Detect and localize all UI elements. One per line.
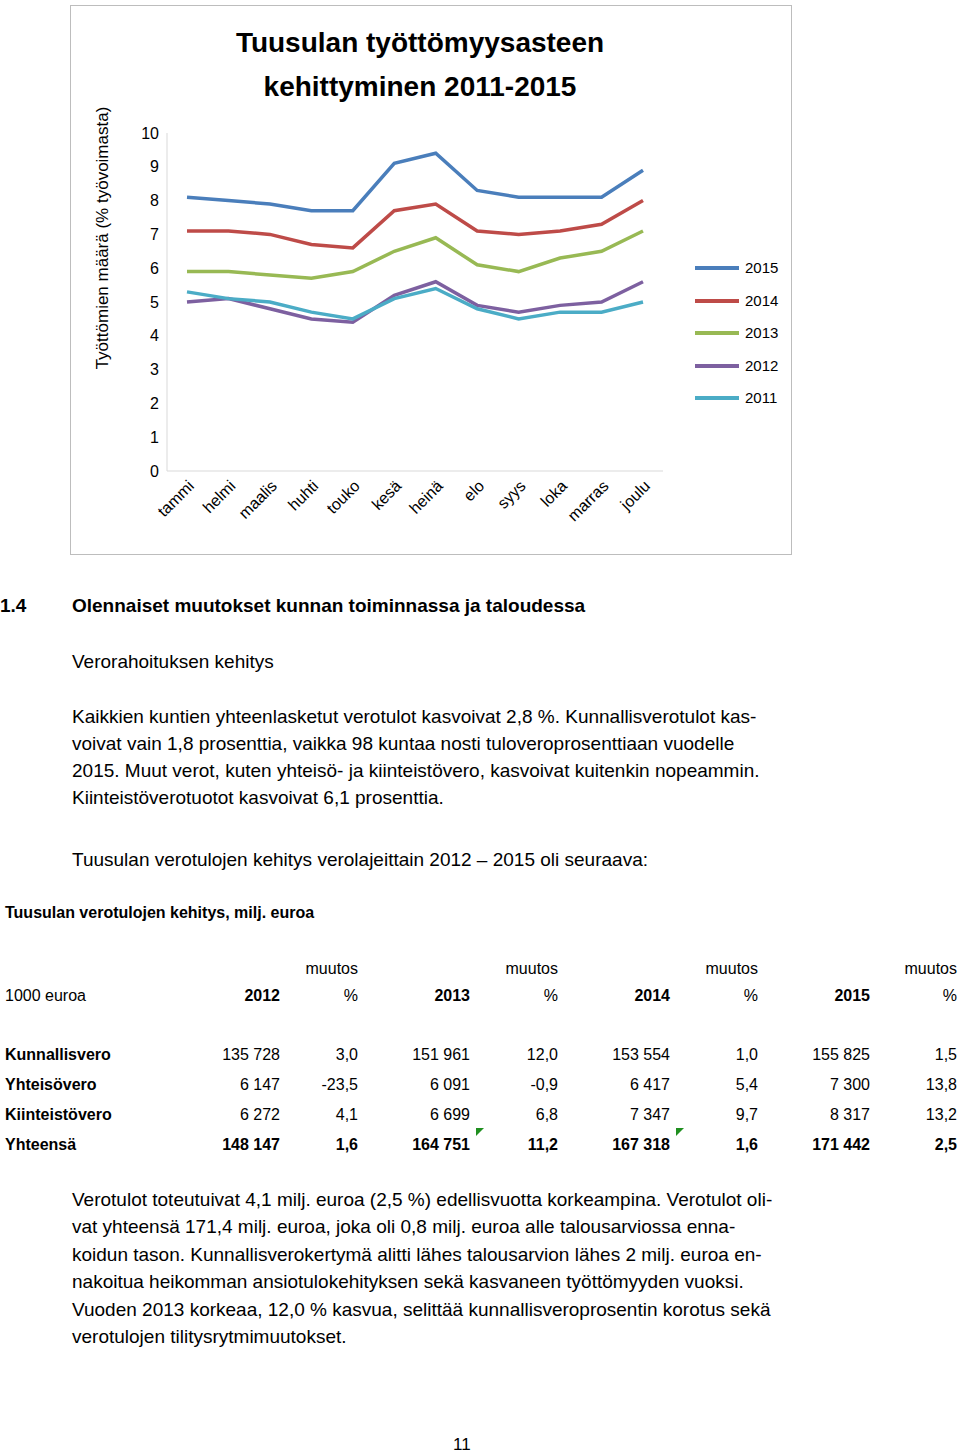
html-text:9,7: 9,7: [735, 1106, 758, 1123]
html-text:2012: 2012: [745, 356, 779, 374]
html-text:muutos: muutos: [705, 960, 758, 977]
svg-text:10: 10: [141, 125, 159, 142]
svg-text:helmi: helmi: [200, 477, 239, 516]
html-text:koidun tason. Kunnallisveroker: koidun tason. Kunnallisverokertymä alitt…: [72, 1243, 762, 1265]
html-text:Tuusulan verotulojen kehitys v: Tuusulan verotulojen kehitys verolajeitt…: [72, 849, 648, 870]
svg-text:loka: loka: [537, 477, 570, 510]
html-text:Verotulot toteutuivat 4,1 milj: Verotulot toteutuivat 4,1 milj. euroa (2…: [72, 1189, 773, 1210]
html-text:164 751: 164 751: [412, 1136, 470, 1153]
html-text:Olennaiset muutokset kunnan to: Olennaiset muutokset kunnan toiminnassa …: [72, 595, 586, 616]
html-text:7 300: 7 300: [830, 1076, 870, 1093]
svg-text:7: 7: [150, 226, 159, 243]
html-text:voivat vain 1,8 prosenttia, va: voivat vain 1,8 prosenttia, vaikka 98 ku…: [72, 733, 735, 754]
html-text:167 318: 167 318: [612, 1136, 670, 1153]
html-text:-0,9: -0,9: [530, 1076, 558, 1093]
html-text:Vuoden 2013 korkeaa, 12,0 % ka: Vuoden 2013 korkeaa, 12,0 % kasvua, seli…: [72, 1298, 771, 1320]
svg-text:5: 5: [150, 294, 159, 311]
html-text:vat yhteensä 171,4 milj. euroa: vat yhteensä 171,4 milj. euroa, joka oli…: [72, 1216, 736, 1238]
html-text:2012: 2012: [244, 987, 280, 1004]
svg-text:3: 3: [150, 361, 159, 378]
html-text:Työttömien määrä (% työvoimast: Työttömien määrä (% työvoimasta): [93, 106, 112, 370]
html-text:Verorahoituksen kehitys: Verorahoituksen kehitys: [72, 651, 274, 672]
svg-text:0: 0: [150, 463, 159, 480]
html-text:muutos: muutos: [505, 960, 558, 977]
html-text:151 961: 151 961: [412, 1046, 470, 1063]
html-text:3,0: 3,0: [335, 1046, 358, 1063]
html-text:Kaikkien kuntien yhteenlasketu: Kaikkien kuntien yhteenlasketut verotulo…: [72, 706, 757, 727]
html-text:5,4: 5,4: [735, 1076, 758, 1093]
svg-text:8: 8: [150, 192, 159, 209]
svg-text:elo: elo: [460, 477, 487, 504]
html-text:Tuusulan työttömyysasteen kehi: Tuusulan työttömyysasteen kehittyminen 2…: [235, 27, 605, 102]
html-text:Yhteisövero: Yhteisövero: [5, 1076, 97, 1093]
html-text:2014: 2014: [745, 291, 779, 309]
html-text:2013: 2013: [745, 324, 779, 341]
html-text:11: 11: [453, 1435, 471, 1454]
html-text:muutos: muutos: [305, 960, 358, 977]
html-text:6 417: 6 417: [630, 1076, 670, 1093]
svg-text:6: 6: [150, 260, 159, 277]
html-text:Kiinteistöverotuotot kasvoivat: Kiinteistöverotuotot kasvoivat 6,1 prose…: [72, 787, 444, 808]
html-text:13,8: 13,8: [925, 1076, 957, 1093]
html-text:verotulojen tilitysrytmimuutok: verotulojen tilitysrytmimuutokset.: [72, 1326, 347, 1347]
html-text:Kiinteistövero: Kiinteistövero: [5, 1106, 112, 1123]
svg-text:4: 4: [150, 327, 159, 344]
html-text:nakoitua heikomman ansiotuloke: nakoitua heikomman ansiotulokehityksen s…: [72, 1271, 744, 1293]
html-text:6 699: 6 699: [430, 1106, 470, 1123]
svg-text:syys: syys: [494, 477, 529, 512]
html-text:12,0: 12,0: [526, 1046, 558, 1063]
html-text:2,5: 2,5: [934, 1136, 957, 1153]
svg-text:heinä: heinä: [406, 477, 446, 517]
html-text:1,5: 1,5: [934, 1046, 957, 1063]
html-text:6 147: 6 147: [240, 1076, 280, 1093]
html-text:muutos: muutos: [904, 960, 957, 977]
html-text:2014: 2014: [634, 987, 670, 1004]
html-text:7 347: 7 347: [630, 1106, 670, 1123]
html-text:135 728: 135 728: [222, 1046, 280, 1063]
html-text:171 442: 171 442: [812, 1136, 870, 1153]
html-text:8 317: 8 317: [830, 1106, 870, 1123]
svg-text:huhti: huhti: [285, 477, 322, 514]
svg-text:joulu: joulu: [617, 477, 654, 514]
html-text:1,6: 1,6: [335, 1136, 358, 1153]
html-text:13,2: 13,2: [925, 1106, 957, 1123]
html-text:2015. Muut verot, kuten yhteis: 2015. Muut verot, kuten yhteisö- ja kiin…: [72, 760, 760, 781]
html-text:Kunnallisvero: Kunnallisvero: [5, 1046, 111, 1063]
svg-text:maalis: maalis: [235, 477, 280, 522]
html-text:2015: 2015: [745, 259, 779, 276]
html-text:155 825: 155 825: [812, 1046, 870, 1063]
html-text:4,1: 4,1: [335, 1106, 358, 1123]
html-text:1000 euroa: 1000 euroa: [5, 987, 86, 1004]
svg-text:touko: touko: [323, 477, 363, 517]
html-text:1.4: 1.4: [0, 595, 27, 616]
html-text:6,8: 6,8: [535, 1106, 558, 1123]
html-text:2011: 2011: [745, 389, 778, 406]
html-text:1,6: 1,6: [735, 1136, 758, 1153]
html-text:-23,5: -23,5: [321, 1076, 358, 1093]
html-text:Yhteensä: Yhteensä: [5, 1136, 77, 1153]
html-text:Tuusulan verotulojen kehitys,: Tuusulan verotulojen kehitys, milj. euro…: [5, 904, 315, 921]
svg-text:9: 9: [150, 158, 159, 175]
svg-text:2: 2: [150, 395, 159, 412]
html-text:6 272: 6 272: [240, 1106, 280, 1123]
html-text:1,0: 1,0: [735, 1046, 758, 1063]
svg-text:marras: marras: [564, 477, 611, 524]
html-text:2015: 2015: [834, 987, 870, 1004]
svg-text:kesä: kesä: [369, 477, 405, 513]
html-text:6 091: 6 091: [430, 1076, 470, 1093]
html-text:153 554: 153 554: [612, 1046, 670, 1063]
html-text:11,2: 11,2: [527, 1136, 558, 1153]
html-text:2013: 2013: [434, 987, 470, 1004]
svg-text:1: 1: [150, 429, 159, 446]
html-text:148 147: 148 147: [222, 1136, 280, 1153]
svg-text:tammi: tammi: [154, 477, 197, 520]
